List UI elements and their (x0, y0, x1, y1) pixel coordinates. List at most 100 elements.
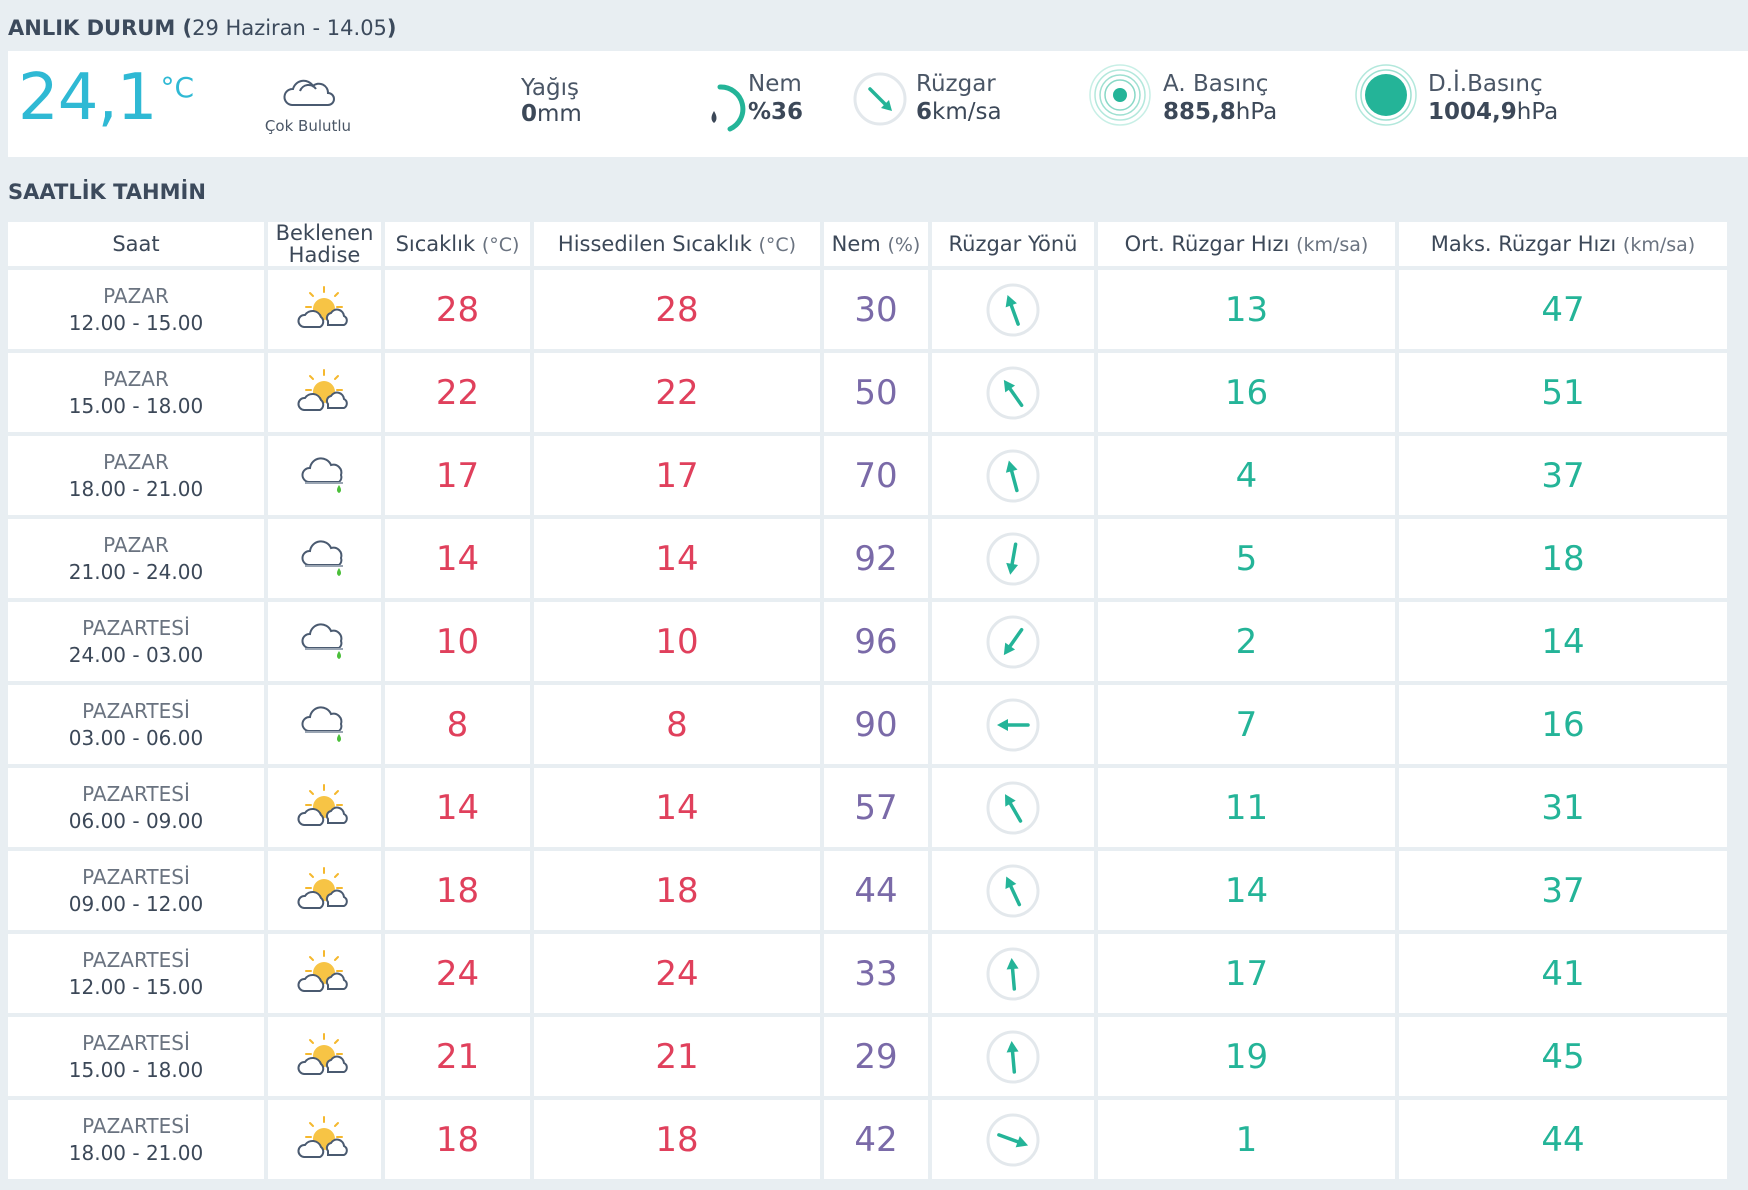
table-row: PAZAR 12.00 - 15.00 28 28 30 13 47 (8, 270, 1727, 349)
cell-wind-direction (932, 353, 1094, 432)
time-range: 18.00 - 21.00 (68, 476, 204, 501)
temperature-unit: °C (160, 71, 195, 104)
cell-avg-wind: 1 (1098, 1100, 1395, 1179)
cell-max-wind: 37 (1399, 851, 1727, 930)
cell-avg-wind: 17 (1098, 934, 1395, 1013)
wind-label: Rüzgar (916, 71, 996, 97)
sealevel-pressure-icon (1355, 64, 1417, 126)
table-row: PAZARTESİ 09.00 - 12.00 18 18 44 14 37 (8, 851, 1727, 930)
cell-temperature: 14 (385, 768, 530, 847)
wind-direction-icon (985, 947, 1041, 1000)
cell-max-wind: 45 (1399, 1017, 1727, 1096)
time-range: 12.00 - 15.00 (68, 974, 204, 999)
cell-temperature: 22 (385, 353, 530, 432)
cell-feels-like: 24 (534, 934, 820, 1013)
wind-value: 6km/sa (916, 99, 1002, 125)
table-header-row: Saat Beklenen Hadise Sıcaklık (°C) Hissed… (8, 222, 1727, 266)
cell-avg-wind: 13 (1098, 270, 1395, 349)
time-range: 15.00 - 18.00 (68, 393, 204, 418)
humidity-gauge-icon (711, 84, 746, 132)
time-range: 03.00 - 06.00 (68, 725, 204, 750)
cell-avg-wind: 7 (1098, 685, 1395, 764)
cell-condition (268, 353, 381, 432)
cell-humidity: 96 (824, 602, 928, 681)
wind-direction-icon (985, 615, 1041, 668)
wind-direction-icon (985, 1030, 1041, 1083)
header-nem: Nem (%) (824, 222, 928, 266)
table-row: PAZARTESİ 18.00 - 21.00 18 18 42 1 44 (8, 1100, 1727, 1179)
day-label: PAZAR (103, 449, 169, 474)
cell-max-wind: 16 (1399, 685, 1727, 764)
cell-feels-like: 18 (534, 851, 820, 930)
cell-max-wind: 31 (1399, 768, 1727, 847)
cell-max-wind: 47 (1399, 270, 1727, 349)
cell-condition (268, 1100, 381, 1179)
time-range: 24.00 - 03.00 (68, 642, 204, 667)
cell-max-wind: 18 (1399, 519, 1727, 598)
wind-direction-icon (985, 781, 1041, 834)
cell-humidity: 44 (824, 851, 928, 930)
partly-cloudy-icon (294, 783, 356, 835)
wind-direction-icon (985, 532, 1041, 585)
cell-max-wind: 14 (1399, 602, 1727, 681)
header-sicaklik: Sıcaklık (°C) (385, 222, 530, 266)
wind-direction-icon (985, 1113, 1041, 1166)
current-conditions-panel: 24,1 °C Çok Bulutlu Yağış 0mm Nem %36 Rüz… (8, 51, 1748, 157)
cell-temperature: 21 (385, 1017, 530, 1096)
cell-temperature: 24 (385, 934, 530, 1013)
cell-avg-wind: 19 (1098, 1017, 1395, 1096)
cloud-rain-icon (299, 539, 351, 583)
cell-condition (268, 1017, 381, 1096)
table-body: PAZAR 12.00 - 15.00 28 28 30 13 47 PAZAR 15.00 -… (8, 270, 1727, 1179)
cell-max-wind: 44 (1399, 1100, 1727, 1179)
current-condition: Çok Bulutlu (253, 51, 363, 157)
cell-condition (268, 519, 381, 598)
day-label: PAZARTESİ (82, 1113, 190, 1138)
partly-cloudy-icon (294, 1032, 356, 1084)
current-title-text: ANLIK DURUM (8, 16, 176, 40)
cell-wind-direction (932, 519, 1094, 598)
cell-max-wind: 37 (1399, 436, 1727, 515)
header-maks-ruzgar: Maks. Rüzgar Hızı (km/sa) (1399, 222, 1727, 266)
cell-wind-direction (932, 768, 1094, 847)
hourly-forecast-title: SAATLİK TAHMİN (8, 180, 206, 204)
table-row: PAZAR 18.00 - 21.00 17 17 70 4 37 (8, 436, 1727, 515)
time-range: 18.00 - 21.00 (68, 1140, 204, 1165)
current-date: 29 Haziran - 14.05 (192, 16, 387, 40)
cell-wind-direction (932, 270, 1094, 349)
header-ruzgar-yonu: Rüzgar Yönü (932, 222, 1094, 266)
table-row: PAZAR 15.00 - 18.00 22 22 50 16 51 (8, 353, 1727, 432)
time-range: 21.00 - 24.00 (68, 559, 204, 584)
time-range: 09.00 - 12.00 (68, 891, 204, 916)
time-range: 06.00 - 09.00 (68, 808, 204, 833)
cell-feels-like: 17 (534, 436, 820, 515)
precipitation-value: 0mm (521, 101, 582, 127)
cell-feels-like: 18 (534, 1100, 820, 1179)
condition-label: Çok Bulutlu (264, 117, 352, 135)
cell-humidity: 90 (824, 685, 928, 764)
cell-avg-wind: 16 (1098, 353, 1395, 432)
cell-feels-like: 21 (534, 1017, 820, 1096)
cell-condition (268, 934, 381, 1013)
cell-temperature: 10 (385, 602, 530, 681)
table-row: PAZARTESİ 03.00 - 06.00 8 8 90 7 16 (8, 685, 1727, 764)
cell-avg-wind: 14 (1098, 851, 1395, 930)
wind-direction-icon (985, 283, 1041, 336)
day-label: PAZAR (103, 283, 169, 308)
cell-temperature: 14 (385, 519, 530, 598)
cell-wind-direction (932, 851, 1094, 930)
cell-temperature: 18 (385, 1100, 530, 1179)
actual-pressure-label: A. Basınç (1163, 71, 1269, 97)
cell-humidity: 57 (824, 768, 928, 847)
cell-temperature: 18 (385, 851, 530, 930)
cell-wind-direction (932, 685, 1094, 764)
cell-feels-like: 14 (534, 768, 820, 847)
partly-cloudy-icon (294, 949, 356, 1001)
cell-condition (268, 851, 381, 930)
day-label: PAZAR (103, 532, 169, 557)
cell-feels-like: 10 (534, 602, 820, 681)
actual-pressure-value: 885,8hPa (1163, 99, 1278, 125)
cloud-rain-icon (299, 705, 351, 749)
cell-condition (268, 270, 381, 349)
day-label: PAZARTESİ (82, 1030, 190, 1055)
